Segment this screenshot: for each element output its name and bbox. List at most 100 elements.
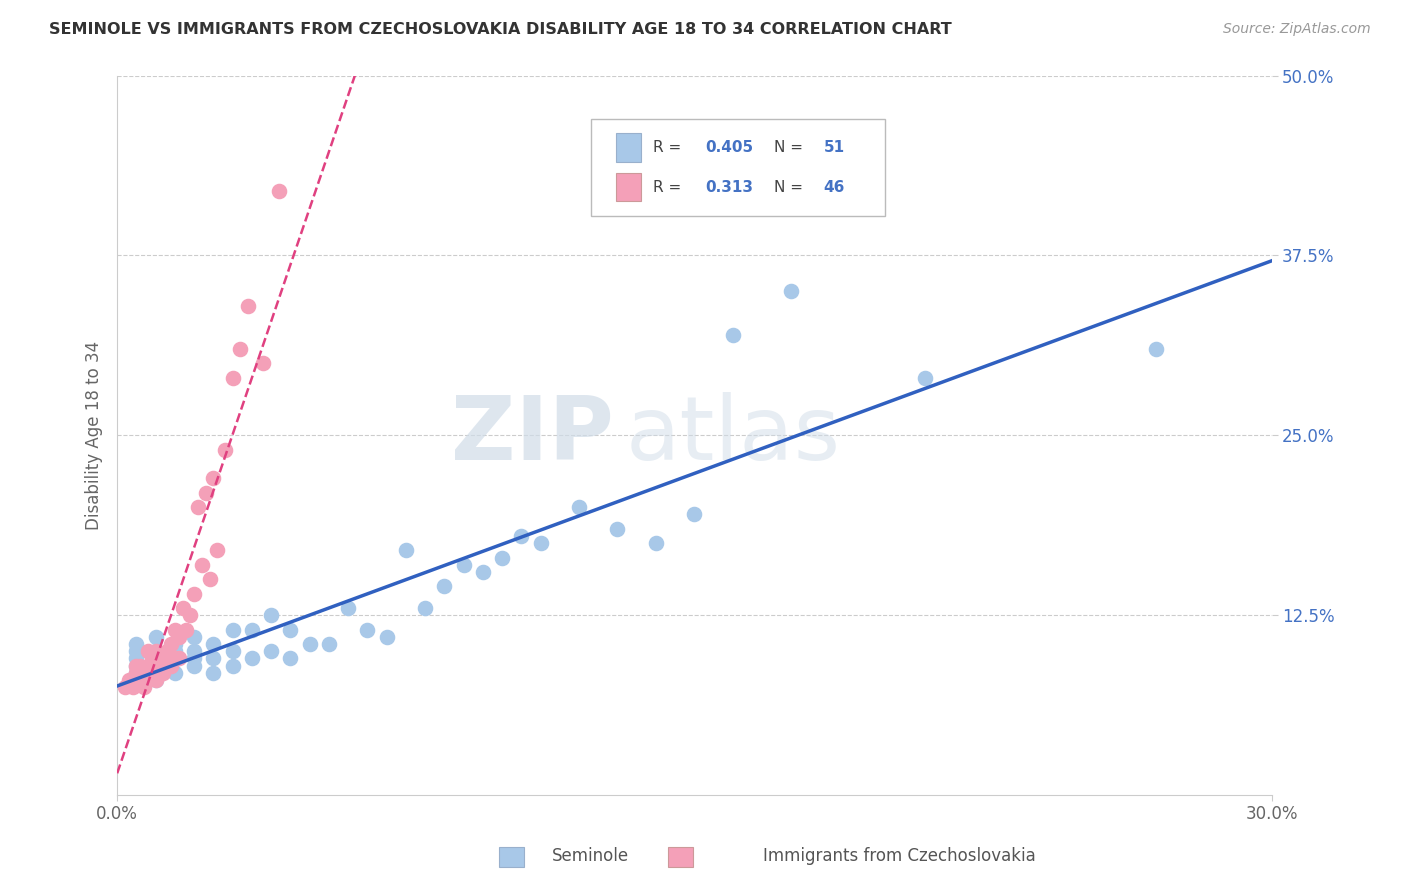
Point bbox=[280, 623, 302, 637]
Point bbox=[129, 658, 152, 673]
Point bbox=[179, 608, 201, 623]
Point bbox=[1144, 342, 1167, 356]
Point bbox=[163, 665, 186, 680]
Point bbox=[148, 651, 170, 665]
Point bbox=[183, 630, 205, 644]
FancyBboxPatch shape bbox=[616, 173, 641, 202]
Text: Seminole: Seminole bbox=[553, 847, 628, 865]
Point bbox=[183, 586, 205, 600]
Point bbox=[683, 508, 706, 522]
Point bbox=[194, 486, 217, 500]
Text: R =: R = bbox=[652, 140, 686, 155]
Point bbox=[433, 579, 456, 593]
Point bbox=[145, 658, 167, 673]
Point bbox=[114, 680, 136, 694]
Point bbox=[176, 623, 198, 637]
Point bbox=[337, 601, 360, 615]
Point bbox=[125, 673, 148, 687]
FancyBboxPatch shape bbox=[591, 119, 884, 216]
Text: N =: N = bbox=[775, 140, 808, 155]
Point bbox=[163, 651, 186, 665]
Point bbox=[121, 680, 143, 694]
Text: 51: 51 bbox=[824, 140, 845, 155]
Text: 0.313: 0.313 bbox=[704, 179, 752, 194]
Point bbox=[152, 651, 174, 665]
Point bbox=[183, 658, 205, 673]
Point bbox=[172, 601, 194, 615]
Point bbox=[221, 623, 243, 637]
Point bbox=[125, 644, 148, 658]
Point bbox=[141, 665, 163, 680]
Point bbox=[529, 536, 551, 550]
Point bbox=[160, 658, 183, 673]
Point bbox=[156, 658, 179, 673]
Point bbox=[156, 644, 179, 658]
Point bbox=[260, 644, 283, 658]
Point bbox=[134, 680, 156, 694]
Text: atlas: atlas bbox=[626, 392, 841, 479]
Point bbox=[356, 623, 378, 637]
Point bbox=[721, 327, 744, 342]
Point bbox=[163, 623, 186, 637]
Point bbox=[568, 500, 591, 515]
Point bbox=[145, 644, 167, 658]
Point bbox=[167, 630, 190, 644]
Point bbox=[510, 529, 533, 543]
Point bbox=[229, 342, 252, 356]
Point bbox=[395, 543, 418, 558]
Text: 46: 46 bbox=[824, 179, 845, 194]
Point bbox=[413, 601, 436, 615]
Point bbox=[280, 651, 302, 665]
Text: R =: R = bbox=[652, 179, 686, 194]
Point bbox=[163, 644, 186, 658]
Point bbox=[202, 651, 225, 665]
Point bbox=[134, 665, 156, 680]
Point bbox=[163, 637, 186, 651]
Point bbox=[125, 665, 148, 680]
Point bbox=[202, 637, 225, 651]
Point bbox=[202, 471, 225, 485]
Text: 0.405: 0.405 bbox=[704, 140, 754, 155]
Point bbox=[191, 558, 214, 572]
Point bbox=[145, 630, 167, 644]
Point bbox=[240, 651, 263, 665]
Point bbox=[129, 673, 152, 687]
Point bbox=[136, 658, 159, 673]
Point bbox=[491, 550, 513, 565]
Point bbox=[183, 651, 205, 665]
Point bbox=[187, 500, 209, 515]
Point bbox=[152, 665, 174, 680]
Point bbox=[167, 651, 190, 665]
Point bbox=[252, 356, 274, 370]
Point bbox=[136, 673, 159, 687]
Point bbox=[318, 637, 340, 651]
Point bbox=[298, 637, 321, 651]
Point bbox=[914, 370, 936, 384]
Point bbox=[148, 665, 170, 680]
Point bbox=[779, 285, 801, 299]
Point bbox=[163, 651, 186, 665]
Point bbox=[145, 673, 167, 687]
Point bbox=[207, 543, 229, 558]
Point bbox=[221, 658, 243, 673]
Point bbox=[145, 673, 167, 687]
Point bbox=[267, 184, 290, 198]
Point bbox=[125, 665, 148, 680]
Point bbox=[214, 442, 236, 457]
Point bbox=[145, 651, 167, 665]
Point bbox=[125, 658, 148, 673]
Point bbox=[236, 299, 259, 313]
Point bbox=[240, 623, 263, 637]
Point bbox=[471, 565, 494, 579]
Point bbox=[118, 673, 141, 687]
Text: Immigrants from Czechoslovakia: Immigrants from Czechoslovakia bbox=[763, 847, 1036, 865]
Point bbox=[183, 644, 205, 658]
Point bbox=[145, 658, 167, 673]
Point bbox=[145, 644, 167, 658]
FancyBboxPatch shape bbox=[616, 133, 641, 161]
Point bbox=[136, 644, 159, 658]
Point bbox=[141, 651, 163, 665]
Point bbox=[606, 522, 628, 536]
Text: N =: N = bbox=[775, 179, 808, 194]
Point bbox=[160, 637, 183, 651]
